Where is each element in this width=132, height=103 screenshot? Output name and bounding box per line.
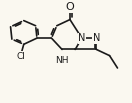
Text: NH: NH [55, 56, 69, 65]
Text: N: N [78, 33, 86, 43]
Text: Cl: Cl [16, 52, 25, 61]
Text: O: O [66, 2, 74, 12]
Text: N: N [93, 33, 100, 43]
